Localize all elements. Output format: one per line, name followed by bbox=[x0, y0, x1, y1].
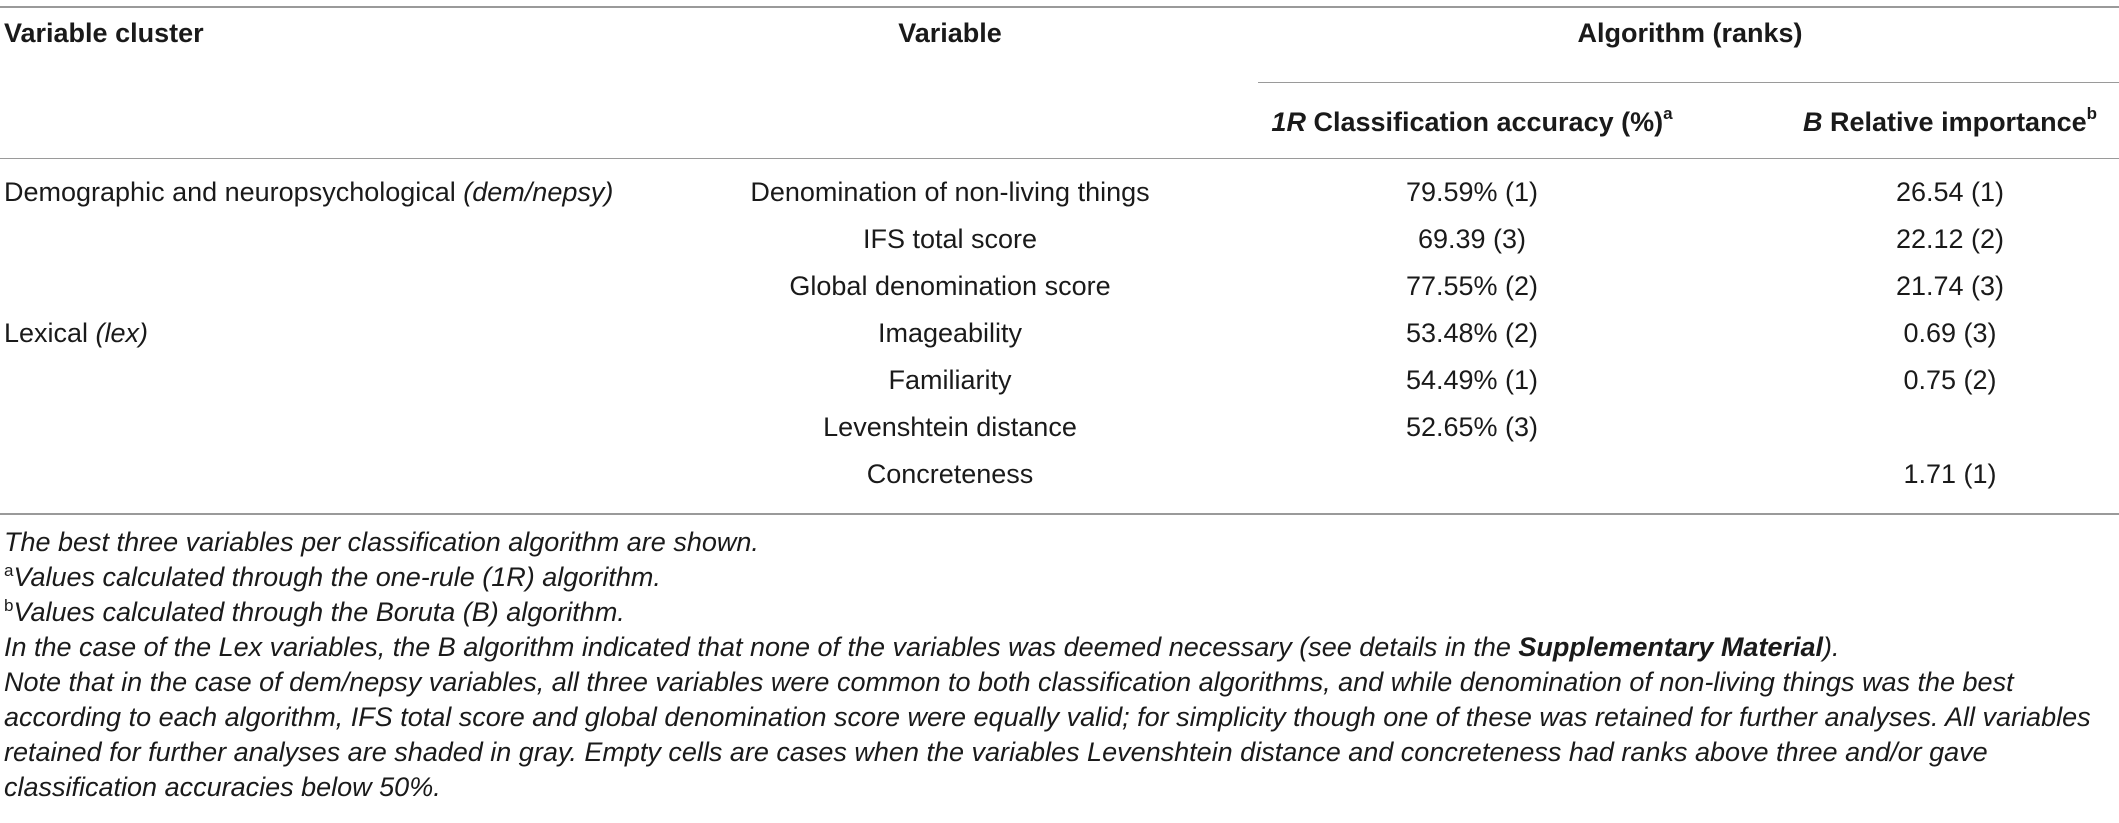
accuracy-cell: 69.39 (3) bbox=[1417, 224, 1527, 254]
importance-cell: 0.69 (3) bbox=[1903, 318, 1997, 348]
cluster-abbrev: (lex) bbox=[95, 318, 149, 348]
variable-cell: Concreteness bbox=[866, 459, 1034, 489]
header-1r-footnote-mark: a bbox=[1663, 104, 1673, 123]
variable-cell: IFS total score bbox=[862, 224, 1038, 254]
importance-cell: 21.74 (3) bbox=[1895, 271, 2005, 301]
table-bottom-rule bbox=[0, 513, 2119, 515]
footnote-lex: In the case of the Lex variables, the B … bbox=[4, 630, 2114, 665]
footnote-a-mark: a bbox=[4, 561, 14, 580]
header-b-text: Relative importance bbox=[1822, 107, 2087, 137]
header-1r-label: 1R bbox=[1271, 107, 1306, 137]
algorithm-subheader-rule bbox=[1258, 82, 2119, 83]
footnote-a: aValues calculated through the one-rule … bbox=[4, 560, 2114, 595]
footnote-lex-end: ). bbox=[1822, 632, 1840, 662]
accuracy-cell: 52.65% (3) bbox=[1405, 412, 1539, 442]
variable-cell: Familiarity bbox=[888, 365, 1012, 395]
variable-cell: Denomination of non-living things bbox=[750, 177, 1150, 207]
table-top-rule bbox=[0, 6, 2119, 8]
footnote-a-text: Values calculated through the one-rule (… bbox=[13, 562, 661, 592]
supplementary-material-link[interactable]: Supplementary Material bbox=[1518, 632, 1823, 662]
footnote-lex-text: In the case of the Lex variables, the B … bbox=[4, 632, 1519, 662]
header-1r-accuracy: 1R Classification accuracy (%)a bbox=[1271, 104, 1673, 138]
accuracy-cell: 79.59% (1) bbox=[1405, 177, 1539, 207]
header-algorithm: Algorithm (ranks) bbox=[1577, 18, 1803, 48]
variable-cell: Imageability bbox=[877, 318, 1023, 348]
cluster-label: Lexical bbox=[4, 318, 96, 348]
header-b-footnote-mark: b bbox=[2086, 104, 2097, 123]
header-b-label: B bbox=[1803, 107, 1823, 137]
importance-cell: 0.75 (2) bbox=[1903, 365, 1997, 395]
header-variable: Variable bbox=[898, 18, 1002, 48]
cluster-label: Demographic and neuropsychological bbox=[4, 177, 464, 207]
footnote-dem-nepsy: Note that in the case of dem/nepsy varia… bbox=[4, 667, 2091, 802]
header-b-importance: B Relative importanceb bbox=[1803, 104, 2097, 138]
footnote-b-mark: b bbox=[4, 596, 14, 615]
importance-cell: 26.54 (1) bbox=[1895, 177, 2005, 207]
header-variable-cluster: Variable cluster bbox=[4, 18, 204, 48]
variable-cell: Levenshtein distance bbox=[823, 412, 1077, 442]
footnote-b: bValues calculated through the Boruta (B… bbox=[4, 595, 2114, 630]
header-bottom-rule bbox=[0, 158, 2119, 159]
cluster-cell: Demographic and neuropsychological (dem/… bbox=[4, 176, 613, 208]
accuracy-cell: 54.49% (1) bbox=[1405, 365, 1539, 395]
importance-cell: 22.12 (2) bbox=[1895, 224, 2005, 254]
importance-cell: 1.71 (1) bbox=[1903, 459, 1997, 489]
cluster-cell: Lexical (lex) bbox=[4, 317, 148, 349]
variable-cell: Global denomination score bbox=[789, 271, 1111, 301]
header-1r-text: Classification accuracy (%) bbox=[1305, 107, 1664, 137]
footnote-best-three: The best three variables per classificat… bbox=[4, 527, 759, 557]
cluster-abbrev: (dem/nepsy) bbox=[463, 177, 614, 207]
accuracy-cell: 77.55% (2) bbox=[1405, 271, 1539, 301]
table-footnotes: The best three variables per classificat… bbox=[4, 525, 2114, 805]
footnote-b-text: Values calculated through the Boruta (B)… bbox=[13, 597, 625, 627]
accuracy-cell: 53.48% (2) bbox=[1405, 318, 1539, 348]
